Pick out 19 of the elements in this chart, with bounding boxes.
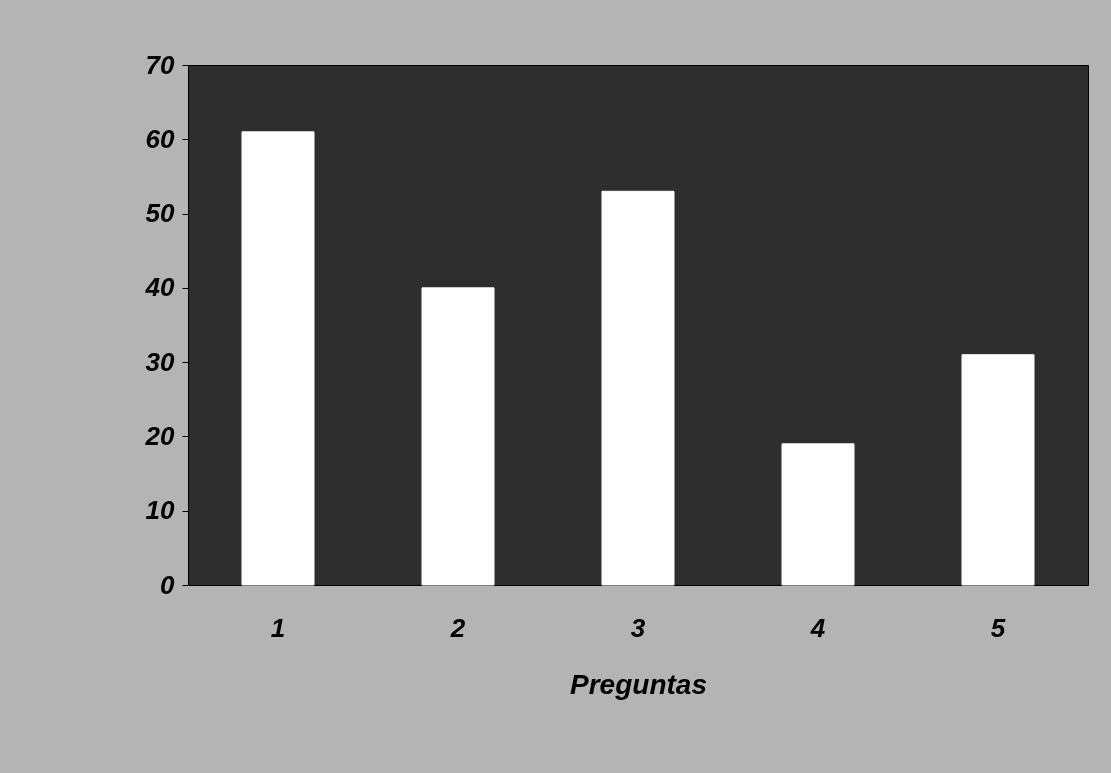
- bar: [961, 354, 1035, 586]
- y-tick-label: 0: [160, 569, 176, 600]
- y-tick-label: 50: [145, 198, 176, 229]
- y-tick-label: 40: [144, 272, 176, 303]
- bar: [781, 443, 855, 586]
- bar: [421, 287, 495, 586]
- x-tick-label: 2: [449, 612, 466, 643]
- y-tick-label: 10: [145, 495, 176, 526]
- x-tick-label: 3: [630, 612, 646, 643]
- y-tick-label: 20: [144, 420, 176, 451]
- y-tick-label: 60: [145, 123, 176, 154]
- bar: [241, 131, 315, 586]
- x-tick-label: 1: [270, 612, 286, 643]
- y-tick-label: 70: [145, 49, 176, 80]
- x-tick-label: 5: [990, 612, 1006, 643]
- x-tick-label: 4: [809, 612, 826, 643]
- bar: [601, 190, 675, 586]
- x-axis-title: Preguntas: [570, 668, 707, 700]
- y-tick-label: 30: [145, 346, 176, 377]
